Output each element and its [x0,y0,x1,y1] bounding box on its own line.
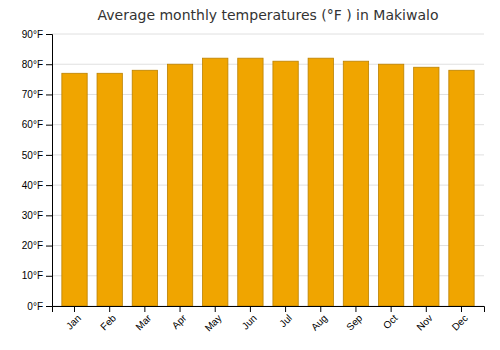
y-axis-line [46,35,53,307]
y-tick-label: 90°F [22,29,43,40]
x-tick: Jul [277,306,294,329]
bar [132,70,157,306]
x-tick-label: Nov [414,312,434,332]
x-tick-mark [426,306,427,312]
x-tick-mark [215,306,216,312]
y-tick-mark [46,34,52,35]
x-tick: Apr [170,306,189,331]
y-tick-mark [46,306,52,307]
grid [52,34,484,306]
bar [449,70,474,306]
y-tick: 10°F [22,270,52,281]
y-tick-label: 10°F [22,270,43,281]
bar [308,58,333,306]
x-axis-line [53,307,485,313]
x-tick-label: Mar [133,312,153,332]
x-tick-mark [144,306,145,312]
y-tick-label: 20°F [22,240,43,251]
x-tick: Aug [309,306,329,333]
y-tick-label: 50°F [22,150,43,161]
y-tick-label: 40°F [22,180,43,191]
bar [273,61,298,306]
x-tick-label: Feb [98,312,118,332]
y-tick: 80°F [22,59,52,70]
y-tick-mark [46,246,52,247]
plot: 0°F 10°F 20°F 30°F 40°F 50°F 60°F 70°F 80°F 90°F J… [22,29,485,334]
x-tick-mark [461,306,462,312]
bar [238,58,263,306]
x-tick: Jan [64,306,83,332]
x-tick-mark [180,306,181,312]
bar [167,64,192,306]
x-tick: Oct [381,306,400,331]
x-tick-mark [320,306,321,312]
y-tick-label: 70°F [22,89,43,100]
y-tick-mark [46,185,52,186]
x-tick-mark [74,306,75,312]
y-tick: 90°F [22,29,52,40]
chart-svg: 0°F 10°F 20°F 30°F 40°F 50°F 60°F 70°F 80°F 90°F J… [0,0,500,350]
y-tick: 20°F [22,240,52,251]
bar [97,73,122,306]
x-tick: Nov [414,306,434,333]
x-tick-mark [285,306,286,312]
y-tick-label: 60°F [22,119,43,130]
x-tick: May [203,306,224,334]
y-tick-mark [46,155,52,156]
x-tick-label: Jan [64,312,83,331]
x-tick: Feb [98,306,118,332]
x-tick-label: Aug [309,312,329,332]
x-tick: Jun [240,306,259,332]
bar [414,67,439,306]
x-tick-mark [355,306,356,312]
y-tick-mark [46,276,52,277]
y-tick: 60°F [22,119,52,130]
bars [62,58,474,306]
x-tick-label: Jun [240,312,259,331]
y-tick: 40°F [22,180,52,191]
y-tick-mark [46,94,52,95]
y-tick-label: 0°F [27,301,43,312]
x-tick-label: Jul [277,312,294,329]
x-axis: Jan Feb Mar Apr May Jun Jul Aug Sep Oct Nov Dec [53,306,485,334]
bar [62,73,87,306]
y-tick-mark [46,125,52,126]
y-tick: 0°F [27,301,52,312]
x-tick: Sep [344,306,365,333]
y-tick: 70°F [22,89,52,100]
bar [378,64,403,306]
bar [203,58,228,306]
x-tick-mark [250,306,251,312]
x-tick-label: Apr [170,312,189,331]
x-tick: Mar [133,306,153,332]
x-tick-label: May [203,312,224,333]
y-tick-mark [46,215,52,216]
x-tick-label: Sep [344,312,365,333]
y-tick: 30°F [22,210,52,221]
x-tick-label: Dec [450,312,470,332]
x-tick: Dec [450,306,470,333]
y-tick-mark [46,64,52,65]
x-tick-label: Oct [381,312,400,331]
bar [343,61,368,306]
grid-line [52,34,484,35]
y-axis: 0°F 10°F 20°F 30°F 40°F 50°F 60°F 70°F 80°F 90°F [22,29,53,312]
y-tick: 50°F [22,150,52,161]
title: Average monthly temperatures (°F ) in Ma… [98,7,439,23]
y-tick-label: 30°F [22,210,43,221]
x-tick-mark [109,306,110,312]
chart-container: 0°F 10°F 20°F 30°F 40°F 50°F 60°F 70°F 80°F 90°F J… [0,0,500,350]
x-tick-mark [391,306,392,312]
grid-line [52,64,484,65]
y-tick-label: 80°F [22,59,43,70]
